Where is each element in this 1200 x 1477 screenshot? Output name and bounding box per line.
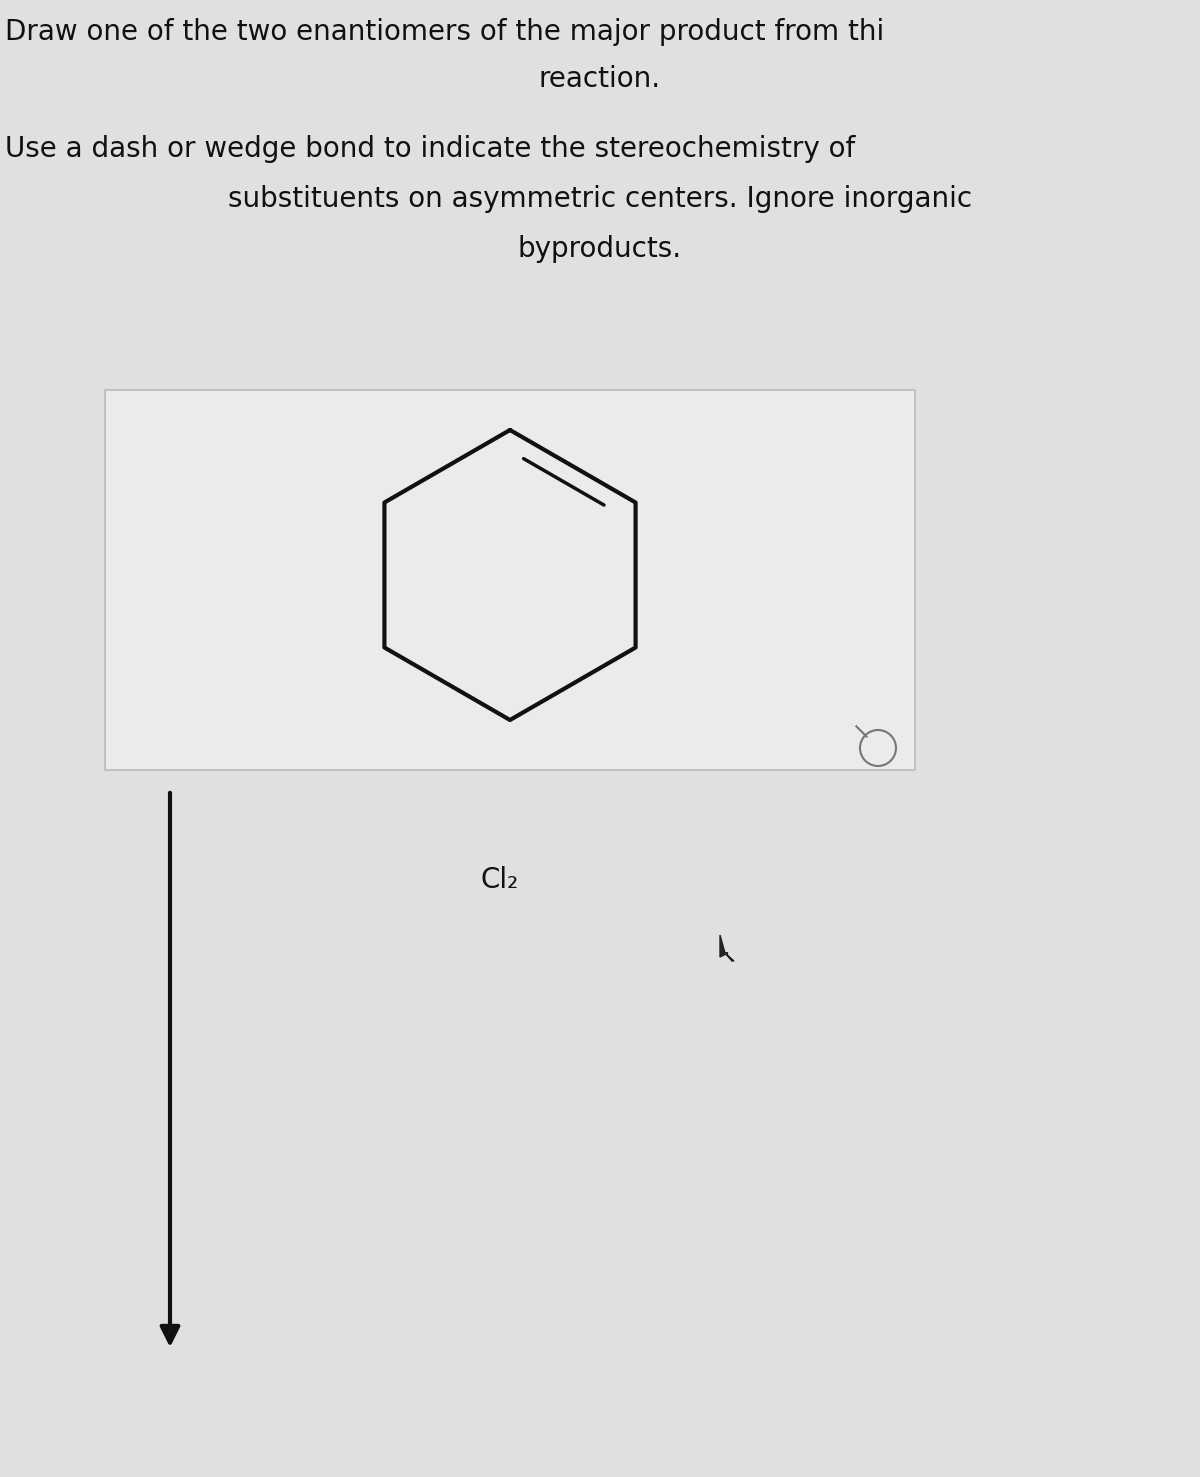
Text: Cl₂: Cl₂: [481, 866, 520, 894]
Text: byproducts.: byproducts.: [518, 235, 682, 263]
Text: Draw one of the two enantiomers of the major product from thi: Draw one of the two enantiomers of the m…: [5, 18, 884, 46]
Text: reaction.: reaction.: [539, 65, 661, 93]
Text: Use a dash or wedge bond to indicate the stereochemistry of: Use a dash or wedge bond to indicate the…: [5, 134, 856, 162]
Text: substituents on asymmetric centers. Ignore inorganic: substituents on asymmetric centers. Igno…: [228, 185, 972, 213]
Polygon shape: [720, 935, 734, 962]
Bar: [106, 390, 916, 770]
